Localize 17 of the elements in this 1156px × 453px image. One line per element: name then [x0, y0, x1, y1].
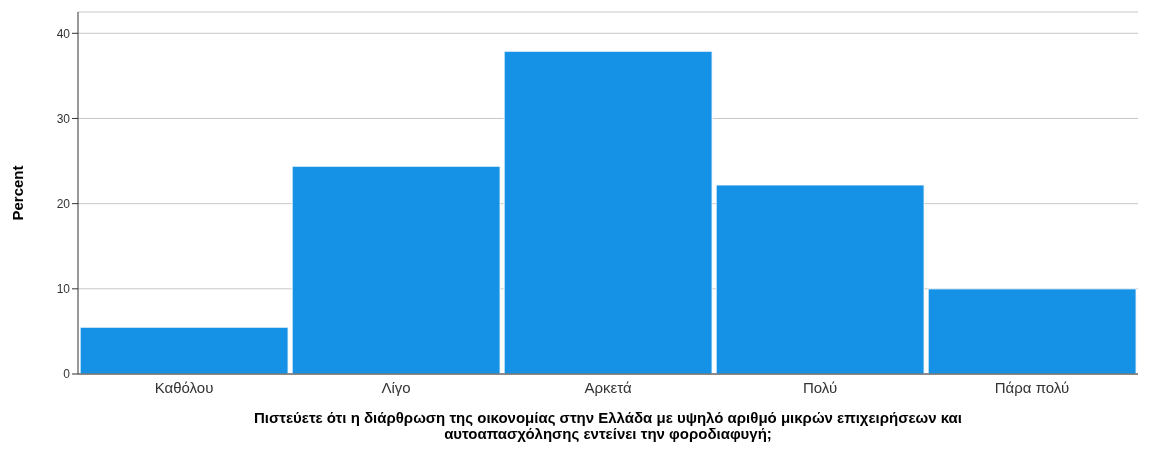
- y-tick-label: 20: [56, 196, 71, 211]
- y-tick-label: 10: [56, 282, 71, 297]
- bar: [715, 184, 925, 374]
- x-axis-title: Πιστεύετε ότι η διάρθρωση της οικονομίας στην Ελλάδα με υψηλό αριθμό μικρών επιχειρήσεων και αυτοαπασχόλησης εντείνει την φοροδιαφυγή;: [252, 409, 963, 442]
- x-tick-label: Πάρα πολύ: [994, 378, 1070, 396]
- y-axis-title: Percent: [9, 165, 27, 221]
- bar: [927, 288, 1137, 374]
- bar: [79, 326, 289, 374]
- bar: [503, 50, 713, 374]
- y-tick-label: 40: [56, 26, 71, 41]
- y-tick-label: 0: [63, 367, 71, 382]
- x-tick-label: Λίγο: [381, 378, 411, 396]
- bar: [291, 165, 501, 374]
- x-tick-label: Αρκετά: [584, 378, 632, 396]
- x-tick-label: Πολύ: [802, 378, 838, 396]
- y-tick-label: 30: [56, 111, 71, 126]
- x-tick-label: Καθόλου: [154, 378, 214, 396]
